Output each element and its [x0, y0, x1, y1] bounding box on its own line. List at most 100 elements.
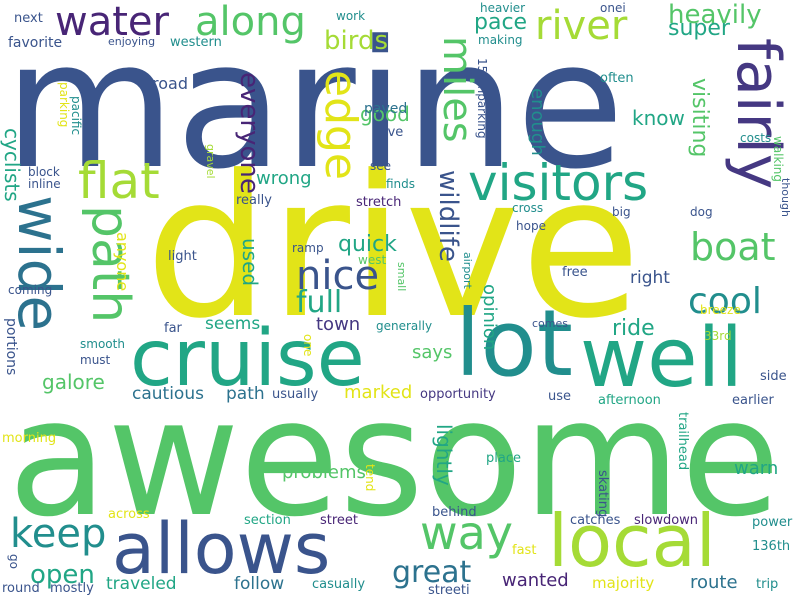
word-everyone: everyone — [234, 72, 264, 194]
word-quick: quick — [338, 232, 397, 257]
word-light: light — [168, 249, 197, 264]
word-opportunity: opportunity — [420, 387, 496, 402]
word-costs: costs — [740, 131, 772, 145]
word-behind: behind — [432, 505, 477, 520]
word-fairly: fairly — [723, 38, 793, 190]
word-anyone: anyone — [113, 232, 132, 292]
word-skating: skating — [595, 470, 610, 518]
word-warn: warn — [734, 458, 779, 479]
word-breeze: breeze — [700, 303, 741, 317]
word-full: full — [296, 285, 343, 320]
word-trailhead: trailhead — [675, 412, 690, 471]
word-far: far — [164, 321, 182, 336]
word-super: super — [668, 16, 730, 41]
word-across: across — [108, 507, 150, 522]
word-side: side — [760, 369, 787, 384]
word-really: really — [236, 193, 272, 208]
word-edge: edge — [315, 70, 366, 180]
word-catches: catches — [570, 513, 621, 528]
word-water: water — [55, 0, 169, 45]
word-big: big — [612, 205, 631, 219]
word-wildlife: wildlife — [433, 170, 463, 262]
word-enjoying: enjoying — [108, 35, 156, 48]
word-morning: morning — [2, 431, 57, 446]
word-enough: enough — [527, 88, 548, 156]
word-walking: walking — [771, 136, 785, 183]
word-favorite: favorite — [8, 35, 63, 51]
word-airport: airport — [461, 252, 474, 289]
word-round: round — [2, 581, 40, 596]
word-allows: allows — [112, 508, 331, 590]
word-along: along — [195, 0, 306, 45]
word-use: use — [548, 389, 572, 404]
word-often: often — [600, 71, 634, 86]
word-right: right — [630, 268, 670, 288]
word-lightly: lightly — [432, 424, 456, 486]
word-hope: hope — [516, 219, 546, 233]
word-road: road — [152, 74, 188, 93]
word-opinion: opinion — [479, 284, 500, 351]
word-flat: flat — [78, 152, 160, 210]
word-power: power — [752, 515, 793, 530]
word-fast: fast — [512, 543, 537, 558]
word-follow: follow — [234, 574, 285, 594]
word-well: well — [580, 311, 744, 406]
word-tend: tend — [363, 464, 377, 492]
word-onei: onei — [600, 1, 626, 15]
word-bit: bit — [572, 301, 588, 315]
word-go: go — [7, 554, 21, 569]
word-generally: generally — [376, 319, 433, 333]
word-earlier: earlier — [732, 393, 774, 408]
word-smooth: smooth — [80, 337, 125, 351]
word-comes: comes — [532, 317, 568, 330]
word-cyclists: cyclists — [0, 128, 24, 202]
word-used: used — [238, 238, 262, 287]
word-one: one — [301, 334, 315, 357]
word-usually: usually — [272, 387, 319, 402]
word-river: river — [535, 3, 628, 49]
word-cool: cool — [688, 281, 762, 322]
word-visitors: visitors — [468, 154, 649, 212]
word-cruise: cruise — [130, 314, 365, 404]
word-cross: cross — [512, 201, 544, 215]
word-136th: 136th — [752, 539, 791, 554]
word-nice: nice — [296, 253, 380, 299]
word-heavier: heavier — [480, 1, 526, 15]
word-cautious: cautious — [132, 384, 204, 404]
word-miles: miles — [434, 36, 480, 143]
word-making: making — [478, 33, 523, 47]
word-great: great — [392, 555, 472, 590]
word-visiting: visiting — [687, 78, 712, 158]
word-majority: majority — [592, 574, 655, 592]
word-free: free — [562, 265, 588, 280]
word-work: work — [336, 9, 366, 23]
word-ride: ride — [612, 316, 655, 341]
word-158thparking: 158thparking — [475, 58, 489, 139]
word-lot: lot — [455, 290, 573, 397]
word-casually: casually — [312, 577, 366, 592]
word-awesome: awesome — [8, 365, 781, 553]
word-pace: pace — [474, 10, 528, 35]
word-parking: parking — [57, 82, 71, 128]
word-heavily: heavily — [668, 0, 762, 30]
word-marine: marine — [4, 3, 625, 208]
word-block: block — [28, 165, 60, 179]
word-pacific: pacific — [69, 96, 83, 136]
word-coming: coming — [8, 283, 53, 297]
word-traveled: traveled — [106, 574, 177, 594]
word-seems: seems — [205, 314, 261, 334]
word-way: way — [420, 506, 514, 560]
word-path: path — [80, 205, 140, 324]
word-birds: birds — [324, 26, 389, 56]
word-mostly: mostly — [50, 581, 94, 596]
word-trip: trip — [756, 577, 779, 592]
word-section: section — [244, 513, 291, 528]
word-wanted: wanted — [502, 570, 569, 591]
word-local: local — [548, 499, 716, 583]
word-problems: problems — [282, 462, 366, 483]
word-paved: paved — [364, 101, 408, 117]
word-drive: drive — [145, 134, 642, 362]
word-inline: inline — [28, 177, 61, 191]
word-west: west — [358, 253, 387, 267]
